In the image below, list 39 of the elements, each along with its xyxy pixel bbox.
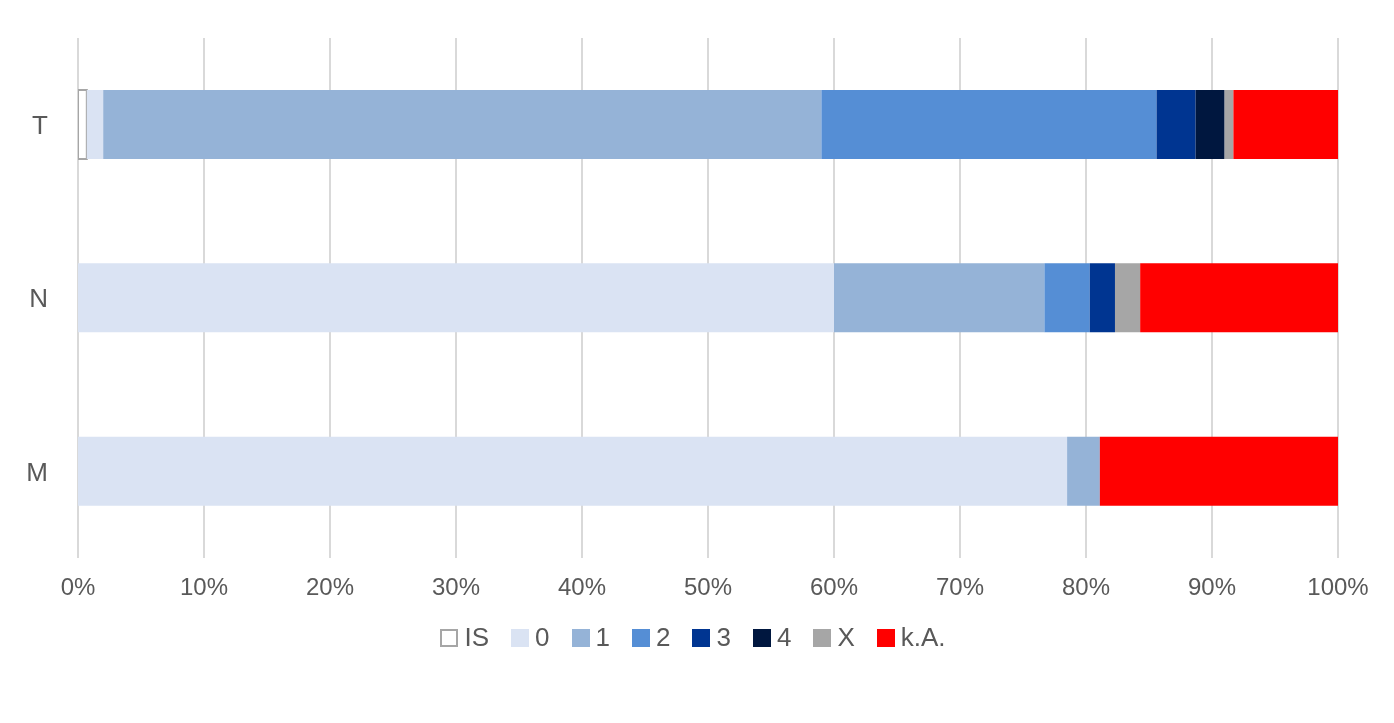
- bar: [821, 90, 1157, 159]
- bar: [78, 436, 1068, 506]
- legend-label: 3: [716, 622, 731, 653]
- legend-label: 0: [535, 622, 550, 653]
- bar: [1140, 263, 1338, 333]
- bar: [86, 90, 104, 159]
- bar: [1099, 436, 1338, 506]
- legend-label: 1: [595, 622, 610, 653]
- x-tick-label: 50%: [683, 573, 733, 601]
- bar: [1089, 263, 1115, 333]
- x-tick-label: 70%: [935, 573, 985, 601]
- bar: [1156, 90, 1196, 159]
- x-tick-label: 0%: [60, 573, 96, 601]
- bar: [1067, 436, 1100, 506]
- y-tick-label: T: [32, 109, 49, 140]
- bar: [78, 89, 88, 160]
- x-tick-label: 80%: [1061, 573, 1111, 601]
- legend-label: k.A.: [900, 622, 946, 653]
- x-tick-label: 60%: [809, 573, 859, 601]
- bar: [1195, 90, 1225, 159]
- bar: [1114, 263, 1141, 333]
- legend-label: 2: [655, 622, 671, 653]
- x-tick-label: 10%: [179, 573, 229, 601]
- bar: [834, 263, 1045, 333]
- bar: [1044, 263, 1090, 333]
- y-tick-label: M: [26, 456, 48, 487]
- x-tick-label: 30%: [431, 573, 481, 601]
- bar: [78, 263, 834, 333]
- x-tick-label: 90%: [1187, 573, 1237, 601]
- bar: [1224, 90, 1234, 159]
- bar: [103, 90, 822, 159]
- x-tick-label: 40%: [557, 573, 607, 601]
- bar: [1233, 90, 1338, 159]
- y-tick-label: N: [29, 283, 48, 314]
- legend-label: 4: [776, 622, 792, 653]
- x-tick-label: 100%: [1307, 573, 1369, 601]
- legend-label: X: [837, 622, 855, 653]
- x-tick-label: 20%: [305, 573, 355, 601]
- legend-label: IS: [464, 622, 490, 653]
